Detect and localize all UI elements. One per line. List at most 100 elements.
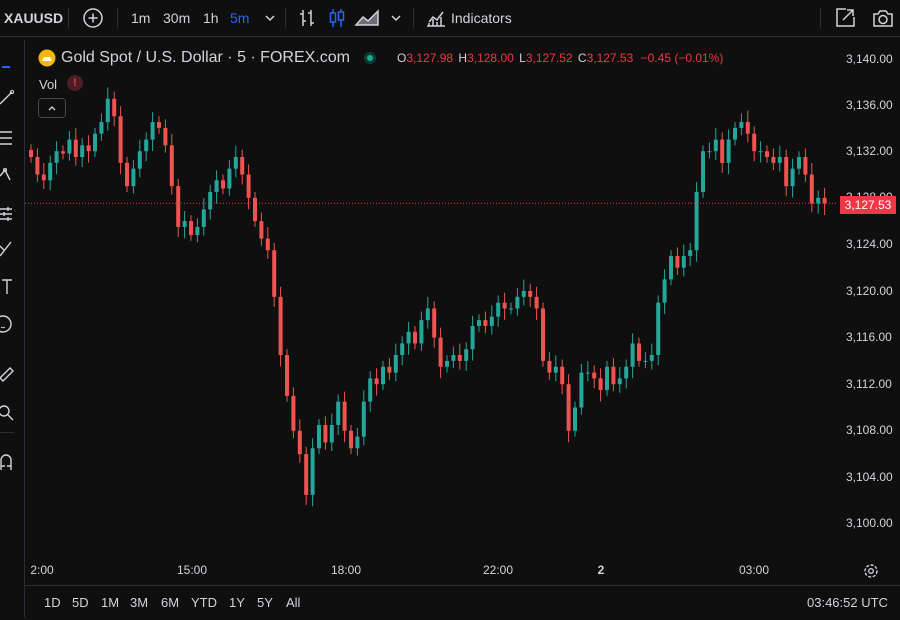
divider bbox=[117, 8, 118, 28]
change-value: −0.45 (−0.01%) bbox=[640, 51, 724, 65]
candle-body bbox=[80, 145, 85, 158]
candles-group bbox=[29, 87, 827, 507]
indicators-icon[interactable] bbox=[424, 6, 448, 30]
clock-utc[interactable]: 03:46:52 UTC bbox=[807, 595, 888, 610]
candle-body bbox=[720, 139, 725, 163]
interval-1m[interactable]: 1m bbox=[131, 10, 151, 26]
range-all[interactable]: All bbox=[286, 595, 301, 610]
market-status[interactable] bbox=[364, 52, 376, 64]
candle-body bbox=[701, 151, 705, 192]
interval-30m[interactable]: 30m bbox=[163, 10, 191, 26]
candle-body bbox=[560, 366, 565, 385]
y-tick: 3,108.00 bbox=[846, 423, 893, 437]
ruler-icon[interactable] bbox=[0, 362, 14, 382]
candle-body bbox=[214, 180, 219, 192]
candle-body bbox=[669, 256, 673, 280]
chevron-down-icon[interactable] bbox=[258, 6, 282, 30]
candle-body bbox=[598, 378, 603, 391]
price-chart[interactable] bbox=[25, 37, 900, 585]
bar-chart-icon[interactable] bbox=[295, 6, 319, 30]
candle-body bbox=[99, 122, 104, 134]
candle-body bbox=[285, 355, 289, 396]
trendline-icon[interactable] bbox=[0, 88, 14, 108]
candle-body bbox=[777, 157, 782, 163]
settings-gear-icon[interactable] bbox=[862, 562, 880, 580]
candle-body bbox=[694, 191, 699, 251]
candle-body bbox=[157, 122, 161, 128]
patterns-icon[interactable] bbox=[0, 164, 14, 184]
x-tick: 18:00 bbox=[330, 563, 362, 577]
candle-body bbox=[189, 221, 193, 236]
volume-error-icon[interactable]: ! bbox=[67, 75, 83, 91]
candle-body bbox=[547, 360, 552, 373]
range-5d[interactable]: 5D bbox=[72, 595, 89, 610]
camera-icon[interactable] bbox=[871, 6, 895, 30]
volume-label[interactable]: Vol bbox=[39, 77, 58, 92]
candle-body bbox=[790, 168, 795, 187]
candle-body bbox=[112, 98, 117, 117]
candle-body bbox=[752, 133, 757, 152]
crosshair-tool[interactable] bbox=[2, 66, 10, 68]
candle-body bbox=[182, 221, 187, 227]
candle-body bbox=[419, 320, 424, 344]
candle-body bbox=[176, 186, 181, 227]
emoji-icon[interactable] bbox=[0, 314, 14, 334]
low-value: 3,127.52 bbox=[525, 51, 573, 65]
area-icon[interactable] bbox=[354, 6, 380, 30]
candle-body bbox=[368, 378, 373, 402]
market-open-dot bbox=[367, 55, 373, 61]
candle-body bbox=[534, 296, 539, 309]
text-tool-icon[interactable] bbox=[0, 276, 14, 296]
collapse-legend-button[interactable] bbox=[38, 98, 66, 118]
drawing-toolbar bbox=[0, 40, 25, 617]
forecasting-icon[interactable] bbox=[0, 204, 14, 224]
range-1y[interactable]: 1Y bbox=[229, 595, 245, 610]
candles-icon[interactable] bbox=[325, 6, 349, 30]
candle-body bbox=[291, 395, 296, 431]
y-tick: 3,136.00 bbox=[846, 98, 893, 112]
candle-body bbox=[822, 197, 827, 204]
magnet-icon[interactable] bbox=[0, 452, 14, 472]
chevron-up-icon bbox=[48, 106, 56, 111]
indicators-button[interactable]: Indicators bbox=[451, 10, 512, 26]
candle-body bbox=[592, 372, 597, 379]
candle-body bbox=[406, 331, 411, 344]
snapshot-frame-icon[interactable] bbox=[833, 6, 857, 30]
range-1m[interactable]: 1M bbox=[101, 595, 120, 610]
candle-body bbox=[86, 145, 91, 152]
fib-retracement-icon[interactable] bbox=[0, 128, 14, 148]
candle-body bbox=[29, 150, 33, 158]
candle-body bbox=[470, 325, 475, 350]
candle-body bbox=[221, 180, 225, 189]
range-ytd[interactable]: YTD bbox=[191, 595, 217, 610]
candle-body bbox=[61, 151, 65, 154]
symbol-search[interactable]: XAUUSD bbox=[4, 10, 64, 26]
divider bbox=[68, 8, 69, 28]
y-tick: 3,116.00 bbox=[846, 330, 892, 344]
range-3m[interactable]: 3M bbox=[130, 595, 149, 610]
x-tick: 03:00 bbox=[738, 563, 770, 577]
range-6m[interactable]: 6M bbox=[161, 595, 180, 610]
candle-body bbox=[489, 316, 494, 326]
brush-icon[interactable] bbox=[0, 238, 14, 258]
range-1d[interactable]: 1D bbox=[44, 595, 61, 610]
candle-body bbox=[227, 168, 232, 189]
divider bbox=[0, 432, 14, 433]
chevron-down-icon[interactable] bbox=[384, 6, 408, 30]
interval-5m[interactable]: 5m bbox=[230, 10, 250, 26]
candle-body bbox=[48, 162, 53, 181]
add-symbol-icon[interactable] bbox=[81, 6, 105, 30]
range-5y[interactable]: 5Y bbox=[257, 595, 273, 610]
candle-body bbox=[445, 360, 449, 367]
candle-body bbox=[381, 366, 385, 385]
interval-1h[interactable]: 1h bbox=[203, 10, 219, 26]
candle-body bbox=[310, 448, 315, 495]
candle-body bbox=[733, 127, 737, 140]
chart-title[interactable]: Gold Spot / U.S. Dollar · 5 · FOREX.com bbox=[61, 49, 350, 66]
candle-body bbox=[643, 360, 648, 362]
candle-body bbox=[304, 454, 309, 495]
zoom-icon[interactable] bbox=[0, 402, 14, 422]
bottom-toolbar: 1D 5D 1M 3M 6M YTD 1Y 5Y All 03:46:52 UT… bbox=[24, 585, 900, 618]
candle-body bbox=[349, 430, 353, 449]
candle-body bbox=[163, 127, 168, 146]
